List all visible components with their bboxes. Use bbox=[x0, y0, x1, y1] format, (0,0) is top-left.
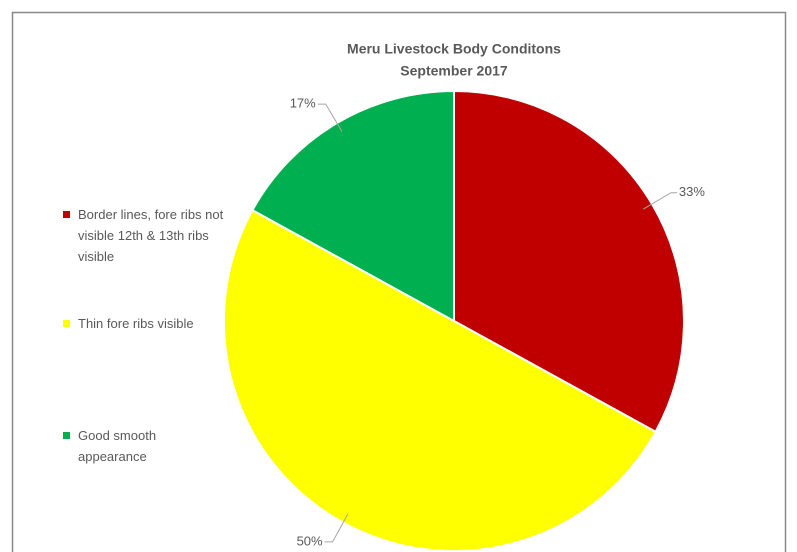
legend-label: Border lines, fore ribs not visible 12th… bbox=[78, 207, 224, 264]
chart-title: Meru Livestock Body Conditons bbox=[347, 41, 561, 57]
legend-swatch bbox=[63, 211, 70, 218]
legend-swatch bbox=[63, 432, 70, 439]
chart-subtitle: September 2017 bbox=[400, 63, 508, 79]
leader-line bbox=[643, 192, 677, 210]
legend-label: Thin fore ribs visible bbox=[78, 316, 194, 331]
leader-line bbox=[324, 513, 349, 543]
data-label: 17% bbox=[290, 96, 316, 111]
data-label: 33% bbox=[679, 184, 705, 199]
legend-label: Good smooth appearance bbox=[78, 428, 157, 464]
leader-line bbox=[317, 103, 343, 132]
data-label: 50% bbox=[297, 533, 323, 548]
legend-swatch bbox=[63, 320, 70, 327]
